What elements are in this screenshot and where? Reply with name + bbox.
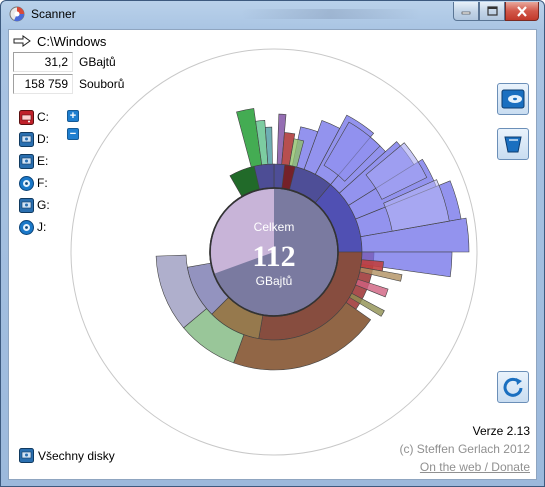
scanner-app-icon <box>9 6 25 22</box>
close-icon <box>517 5 527 17</box>
sunburst-segment[interactable] <box>383 179 450 232</box>
files-unit: Souborů <box>79 77 125 91</box>
maximize-icon <box>486 6 498 16</box>
disk-tray-icon <box>501 89 525 109</box>
sunburst-segment[interactable] <box>155 254 208 329</box>
sunburst-segment[interactable] <box>355 278 389 298</box>
sunburst-segment[interactable] <box>359 266 403 282</box>
scan-button[interactable] <box>497 83 529 115</box>
credit-label: (c) Steffen Gerlach 2012 <box>399 442 530 456</box>
center-value: 112 <box>252 240 295 273</box>
hdd-blue-icon <box>19 131 34 147</box>
minimize-button[interactable] <box>453 2 479 21</box>
center-unit: GBajtů <box>256 274 293 288</box>
disk-usage-sunburst[interactable]: Celkem 112 GBajtů <box>69 47 479 457</box>
size-unit: GBajtů <box>79 55 116 69</box>
drive-item-f[interactable]: F: <box>19 175 48 191</box>
all-disks-item[interactable]: Všechny disky <box>19 448 115 463</box>
all-disks-label: Všechny disky <box>38 448 115 463</box>
drive-label: F: <box>37 176 48 190</box>
sunburst-segment[interactable] <box>365 142 428 200</box>
hdd-blue-icon <box>19 197 34 213</box>
drive-label: J: <box>37 220 47 234</box>
sunburst-center-segment <box>210 189 274 274</box>
size-stat: 31,2 GBajtů <box>13 52 133 72</box>
web-donate-link[interactable]: On the web / Donate <box>419 460 530 474</box>
hdd-blue-icon <box>19 448 34 463</box>
drive-label: C: <box>37 110 49 124</box>
maximize-button[interactable] <box>479 2 505 21</box>
center-caption: Celkem <box>254 220 295 234</box>
sunburst-segment[interactable] <box>264 126 273 165</box>
drive-item-g[interactable]: G: <box>19 197 50 213</box>
current-path: C:\Windows <box>37 33 107 49</box>
go-up-arrow-icon[interactable] <box>13 35 31 47</box>
files-value: 158 759 <box>13 74 73 94</box>
zoom-in-button[interactable]: + <box>67 110 79 122</box>
title-bar[interactable]: Scanner <box>1 1 544 27</box>
sunburst-segment[interactable] <box>288 138 305 168</box>
drive-item-c[interactable]: C: <box>19 109 49 125</box>
window-title: Scanner <box>31 7 76 21</box>
refresh-button[interactable] <box>497 371 529 403</box>
drive-item-d[interactable]: D: <box>19 131 49 147</box>
ghost-title <box>241 9 421 19</box>
cd-icon <box>19 219 34 235</box>
sunburst-segment[interactable] <box>349 292 385 317</box>
files-stat: 158 759 Souborů <box>13 74 133 94</box>
drive-item-j[interactable]: J: <box>19 219 46 235</box>
size-value: 31,2 <box>13 52 73 72</box>
drive-item-e[interactable]: E: <box>19 153 48 169</box>
zoom-out-button[interactable]: − <box>67 128 79 140</box>
cd-icon <box>19 175 34 191</box>
minimize-icon <box>461 11 471 15</box>
drive-label: G: <box>37 198 50 212</box>
sunburst-center-border <box>209 187 339 317</box>
drive-label: E: <box>37 154 49 168</box>
hdd-red-icon <box>19 109 34 125</box>
bin-icon <box>504 136 522 153</box>
hdd-blue-icon <box>19 153 34 169</box>
sunburst-segment[interactable] <box>323 121 381 182</box>
version-label: Verze 2.13 <box>472 424 530 438</box>
delete-button[interactable] <box>497 128 529 160</box>
client-area: C:\Windows 31,2 GBajtů 158 759 Souborů C… <box>8 29 537 480</box>
refresh-icon <box>503 377 523 397</box>
drive-label: D: <box>37 132 49 146</box>
close-button[interactable] <box>505 2 539 21</box>
sunburst-segments[interactable] <box>155 108 470 371</box>
path-bar[interactable]: C:\Windows <box>13 33 106 49</box>
